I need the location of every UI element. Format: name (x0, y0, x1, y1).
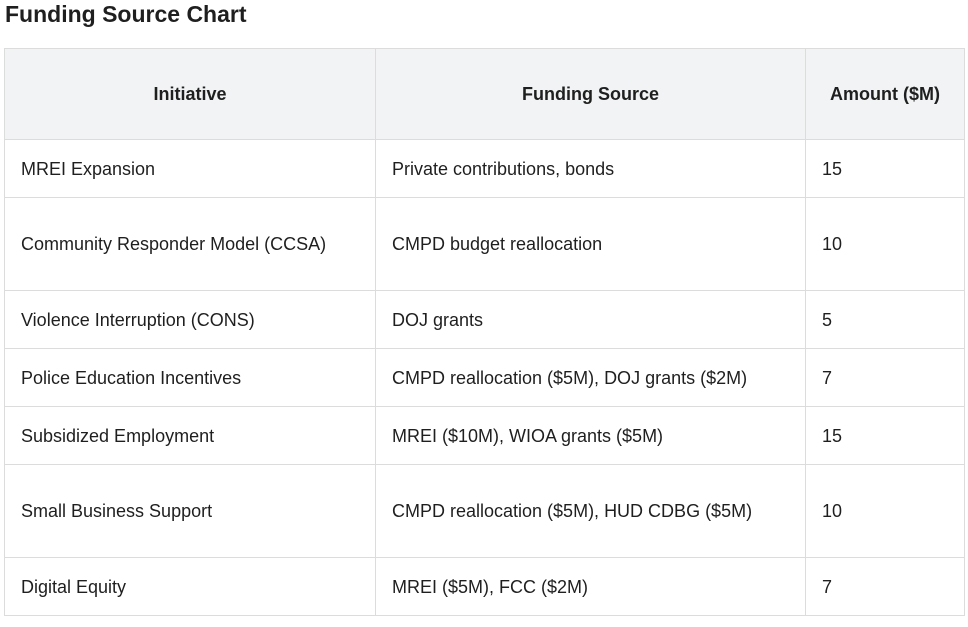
cell-funding-source: CMPD reallocation ($5M), HUD CDBG ($5M) (375, 464, 806, 558)
page-title: Funding Source Chart (5, 1, 247, 27)
table-row: Subsidized Employment MREI ($10M), WIOA … (4, 406, 965, 465)
table-row: Violence Interruption (CONS) DOJ grants … (4, 290, 965, 349)
cell-amount: 7 (805, 348, 965, 407)
table-body: MREI Expansion Private contributions, bo… (4, 139, 965, 616)
cell-funding-source: MREI ($10M), WIOA grants ($5M) (375, 406, 806, 465)
cell-amount: 10 (805, 464, 965, 558)
cell-funding-source: Private contributions, bonds (375, 139, 806, 198)
cell-amount: 15 (805, 139, 965, 198)
cell-amount: 15 (805, 406, 965, 465)
cell-initiative: Small Business Support (4, 464, 376, 558)
cell-initiative: Digital Equity (4, 557, 376, 616)
cell-funding-source: MREI ($5M), FCC ($2M) (375, 557, 806, 616)
header-initiative: Initiative (4, 48, 376, 140)
table-row: Police Education Incentives CMPD realloc… (4, 348, 965, 407)
header-row: Initiative Funding Source Amount ($M) (4, 48, 965, 140)
cell-funding-source: CMPD reallocation ($5M), DOJ grants ($2M… (375, 348, 806, 407)
table-row: MREI Expansion Private contributions, bo… (4, 139, 965, 198)
cell-initiative: MREI Expansion (4, 139, 376, 198)
cell-amount: 7 (805, 557, 965, 616)
cell-funding-source: CMPD budget reallocation (375, 197, 806, 291)
table-row: Digital Equity MREI ($5M), FCC ($2M) 7 (4, 557, 965, 616)
table-header: Initiative Funding Source Amount ($M) (4, 48, 965, 140)
cell-initiative: Police Education Incentives (4, 348, 376, 407)
funding-table: Initiative Funding Source Amount ($M) MR… (4, 48, 965, 616)
header-amount: Amount ($M) (805, 48, 965, 140)
cell-initiative: Community Responder Model (CCSA) (4, 197, 376, 291)
cell-funding-source: DOJ grants (375, 290, 806, 349)
cell-amount: 10 (805, 197, 965, 291)
table-row: Community Responder Model (CCSA) CMPD bu… (4, 197, 965, 291)
cell-initiative: Subsidized Employment (4, 406, 376, 465)
cell-amount: 5 (805, 290, 965, 349)
table-row: Small Business Support CMPD reallocation… (4, 464, 965, 558)
cell-initiative: Violence Interruption (CONS) (4, 290, 376, 349)
header-funding-source: Funding Source (375, 48, 806, 140)
